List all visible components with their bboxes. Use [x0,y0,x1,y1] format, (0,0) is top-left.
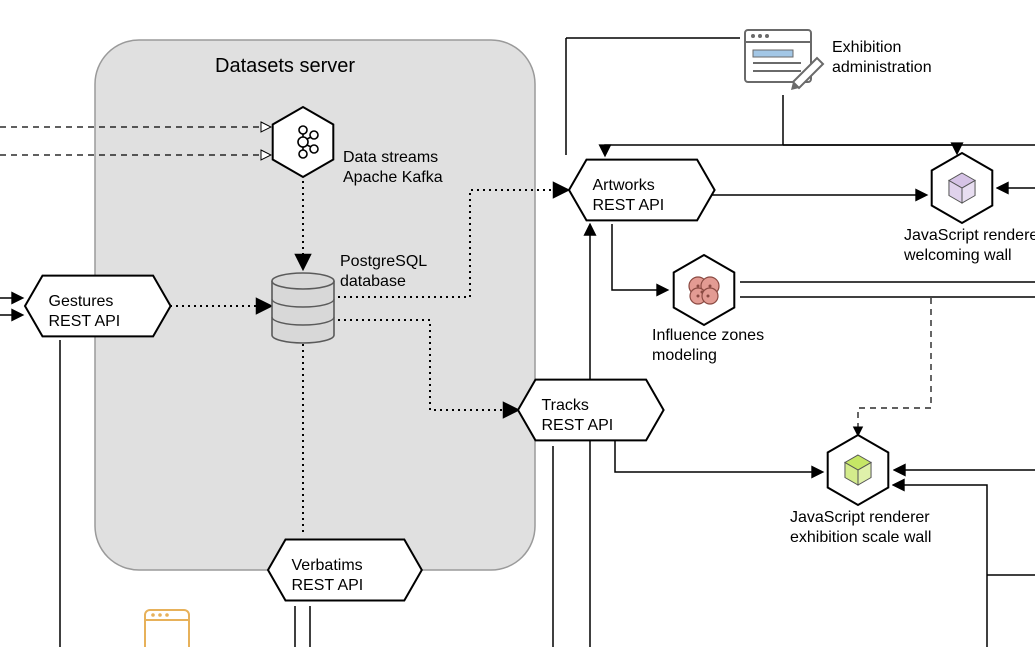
label-gestures-1: REST API [49,313,121,330]
node-artworks: Artworks REST API [569,160,715,221]
node-admin: Exhibition administration [745,30,932,90]
label-gestures-0: Gestures [49,293,114,310]
label-influence-1: modeling [652,347,717,364]
label-admin-0: Exhibition [832,39,901,56]
label-renderer_welcoming-0: JavaScript rendere [904,227,1035,244]
label-verbatims-0: Verbatims [292,557,363,574]
node-gestures: Gestures REST API [25,276,171,337]
label-influence-0: Influence zones [652,327,764,344]
edge-artworks-influence [612,224,667,290]
label-kafka-0: Data streams [343,149,438,166]
node-phone [145,610,189,647]
label-kafka-1: Apache Kafka [343,169,443,186]
label-renderer_scale-0: JavaScript renderer [790,509,930,526]
edge-admin-artworks [605,145,783,155]
label-tracks-1: REST API [542,417,614,434]
node-tracks: Tracks REST API [518,380,664,441]
edge-admin-welcoming [783,145,957,153]
edge-influence-scale-dashed [858,298,931,435]
node-influence: Influence zones modeling [652,255,764,364]
label-postgres-1: database [340,273,406,290]
label-renderer_scale-1: exhibition scale wall [790,529,931,546]
node-renderer_welcoming: JavaScript rendere welcoming wall [903,153,1035,264]
label-postgres-0: PostgreSQL [340,253,427,270]
label-verbatims-1: REST API [292,577,364,594]
node-verbatims: Verbatims REST API [268,540,422,601]
label-tracks-0: Tracks [542,397,589,414]
node-renderer_scale: JavaScript renderer exhibition scale wall [790,435,931,546]
datasets-server-title: Datasets server [215,55,355,77]
label-artworks-1: REST API [593,197,665,214]
label-renderer_welcoming-1: welcoming wall [903,247,1012,264]
label-admin-1: administration [832,59,932,76]
label-artworks-0: Artworks [593,177,655,194]
